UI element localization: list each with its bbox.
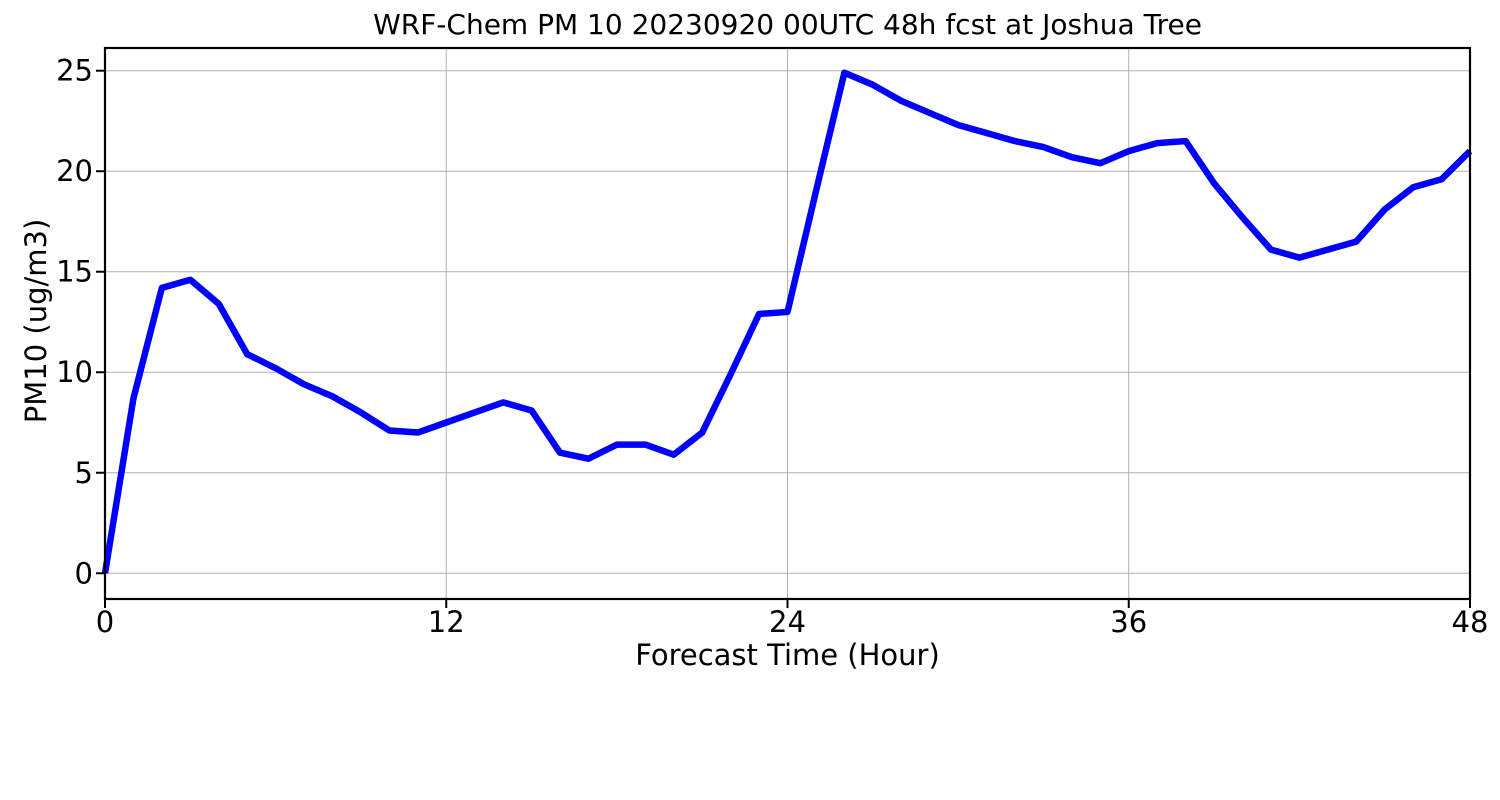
x-axis-label: Forecast Time (Hour) [635,638,940,672]
chart-title: WRF-Chem PM 10 20230920 00UTC 48h fcst a… [373,8,1202,41]
y-tick-label: 20 [56,154,93,188]
plot-frame [103,46,1472,601]
y-tick-label: 15 [56,255,93,289]
pm10-data-line [101,69,1473,574]
x-tick-label: 0 [96,605,114,639]
y-tick-label: 10 [56,355,93,389]
tick-layer: 0 12 24 36 48 0 5 10 15 20 25 [56,54,1488,639]
x-tick-label: 24 [769,605,806,639]
line-layer [101,69,1473,574]
x-tick-label: 36 [1110,605,1147,639]
x-tick-label: 12 [428,605,465,639]
y-tick-label: 25 [56,54,93,88]
y-axis-label: PM10 (ug/m3) [19,219,53,424]
y-tick-label: 5 [75,456,93,490]
grid-layer [104,48,1471,599]
frame-layer [103,46,1472,601]
y-tick-label: 0 [75,556,93,590]
x-tick-label: 48 [1452,605,1489,639]
